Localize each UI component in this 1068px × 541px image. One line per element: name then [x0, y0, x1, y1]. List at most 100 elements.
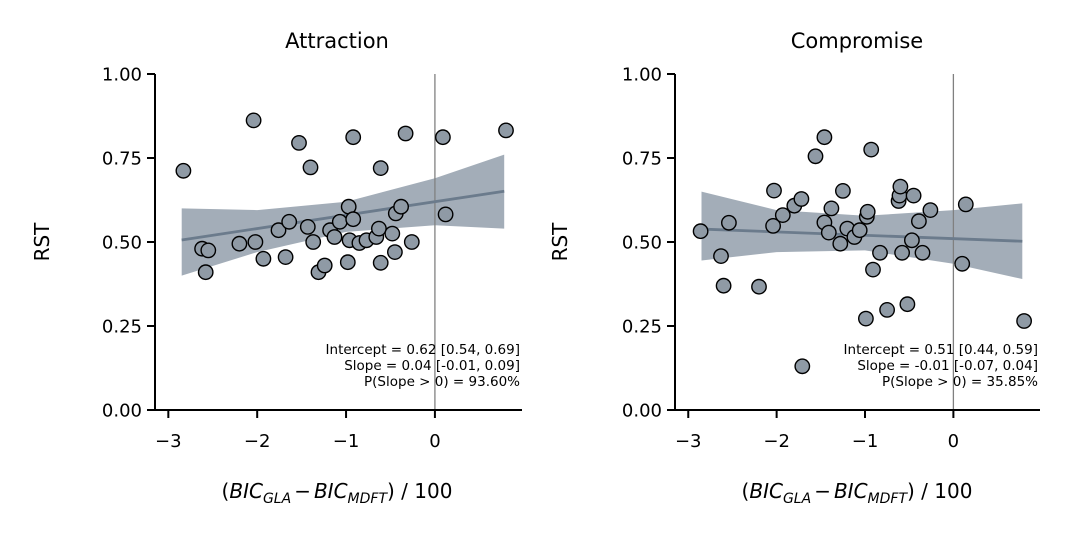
data-point — [403, 234, 420, 250]
data-point — [899, 296, 916, 313]
x-tick-label: −1 — [852, 431, 879, 452]
data-point — [751, 278, 767, 295]
y-tick-label: 0.75 — [102, 149, 142, 170]
data-point — [291, 134, 307, 151]
x-axis-label-b-sub: MDFT — [348, 491, 389, 507]
x-axis-label-b: BIC — [314, 479, 348, 503]
data-point — [270, 222, 287, 239]
data-point — [715, 277, 732, 294]
data-point — [281, 213, 298, 230]
y-tick-label: 0.50 — [622, 233, 662, 254]
x-axis-label: (BICGLA − BICMDFT) / 100 — [742, 479, 973, 507]
y-tick-label: 1.00 — [102, 65, 142, 86]
y-tick-label: 0.25 — [102, 317, 142, 338]
data-point — [437, 206, 454, 223]
data-point — [370, 220, 387, 237]
x-axis-label: (BICGLA − BICMDFT) / 100 — [222, 479, 453, 507]
y-axis-label: RST — [548, 222, 572, 262]
y-tick-label: 0.00 — [102, 401, 142, 422]
data-point — [816, 129, 833, 146]
stats-annotation-line: Intercept = 0.62 [0.54, 0.69] — [326, 342, 520, 358]
data-point — [277, 249, 294, 266]
panel-title: Attraction — [285, 29, 389, 53]
x-axis-label-a-sub: GLA — [783, 491, 811, 507]
data-point — [835, 182, 851, 199]
data-point — [957, 196, 974, 213]
x-axis-label-open: ( — [222, 479, 230, 503]
data-point — [713, 248, 729, 265]
chart-panel-0: 0.00 0.25 0.50 0.75 1.00 −3 −2 −1 0 Attraction RST… — [30, 29, 522, 507]
data-point — [302, 159, 319, 176]
data-point — [793, 191, 810, 207]
data-point — [774, 207, 791, 224]
data-point — [197, 264, 214, 281]
data-point — [498, 122, 514, 139]
stats-annotation-line: Slope = 0.04 [-0.01, 0.09] — [344, 358, 520, 374]
data-point — [397, 125, 414, 142]
y-tick-label: 0.50 — [102, 233, 142, 254]
stats-annotation-line: P(Slope > 0) = 93.60% — [364, 374, 520, 390]
x-tick-label: −3 — [155, 431, 182, 452]
x-axis-label-b: BIC — [834, 479, 868, 503]
data-point — [904, 232, 920, 249]
data-point — [894, 244, 910, 261]
y-tick-label: 1.00 — [622, 65, 662, 86]
y-tick-label: 0.25 — [622, 317, 662, 338]
data-point — [345, 129, 362, 146]
data-point — [393, 198, 409, 215]
x-axis-label-b-sub: MDFT — [868, 491, 909, 507]
x-tick-label: −3 — [675, 431, 702, 452]
data-point — [692, 223, 709, 240]
x-axis-label-minus: − — [814, 479, 831, 503]
data-point — [892, 178, 909, 195]
stats-annotation-line: Slope = -0.01 [-0.07, 0.04] — [857, 358, 1038, 374]
data-point — [326, 229, 343, 245]
data-point — [823, 200, 840, 217]
data-point — [914, 244, 931, 261]
data-point — [721, 214, 737, 231]
data-point — [851, 222, 868, 239]
stats-annotation-line: Intercept = 0.51 [0.44, 0.59] — [844, 342, 1038, 358]
x-axis-label-close: ) / 100 — [907, 479, 972, 503]
data-point — [859, 203, 876, 220]
panel-title: Compromise — [791, 29, 923, 53]
data-point — [911, 213, 927, 230]
data-point — [858, 310, 874, 327]
data-point — [863, 141, 880, 158]
y-axis-label: RST — [30, 222, 54, 262]
x-tick-label: −1 — [333, 431, 360, 452]
data-point — [175, 162, 192, 179]
data-point — [807, 148, 824, 165]
data-point — [865, 261, 881, 278]
chart-panel-1: 0.00 0.25 0.50 0.75 1.00 −3 −2 −1 0 Compromise RST… — [548, 29, 1040, 507]
x-axis-label-minus: − — [294, 479, 311, 503]
data-point — [872, 244, 888, 261]
data-point — [305, 234, 322, 250]
x-axis-label-a: BIC — [749, 479, 783, 503]
data-point — [255, 250, 272, 267]
data-point — [922, 202, 939, 219]
data-point — [200, 242, 217, 259]
data-point — [879, 301, 895, 318]
data-point — [954, 255, 971, 272]
x-tick-label: 0 — [948, 431, 959, 452]
data-point — [299, 218, 316, 235]
data-point — [766, 182, 782, 199]
data-point — [372, 254, 389, 271]
x-tick-label: 0 — [429, 431, 440, 452]
x-tick-label: −2 — [763, 431, 790, 452]
y-tick-label: 0.75 — [622, 149, 662, 170]
data-point — [434, 129, 451, 146]
data-point — [794, 358, 811, 375]
x-axis-label-open: ( — [742, 479, 750, 503]
data-point — [247, 234, 264, 250]
y-tick-label: 0.00 — [622, 401, 662, 422]
data-point — [1016, 313, 1032, 329]
data-point — [386, 244, 403, 261]
x-axis-label-a-sub: GLA — [263, 491, 291, 507]
data-point — [231, 235, 248, 252]
data-point — [245, 112, 262, 129]
data-point — [765, 217, 781, 234]
x-axis-label-a: BIC — [229, 479, 263, 503]
